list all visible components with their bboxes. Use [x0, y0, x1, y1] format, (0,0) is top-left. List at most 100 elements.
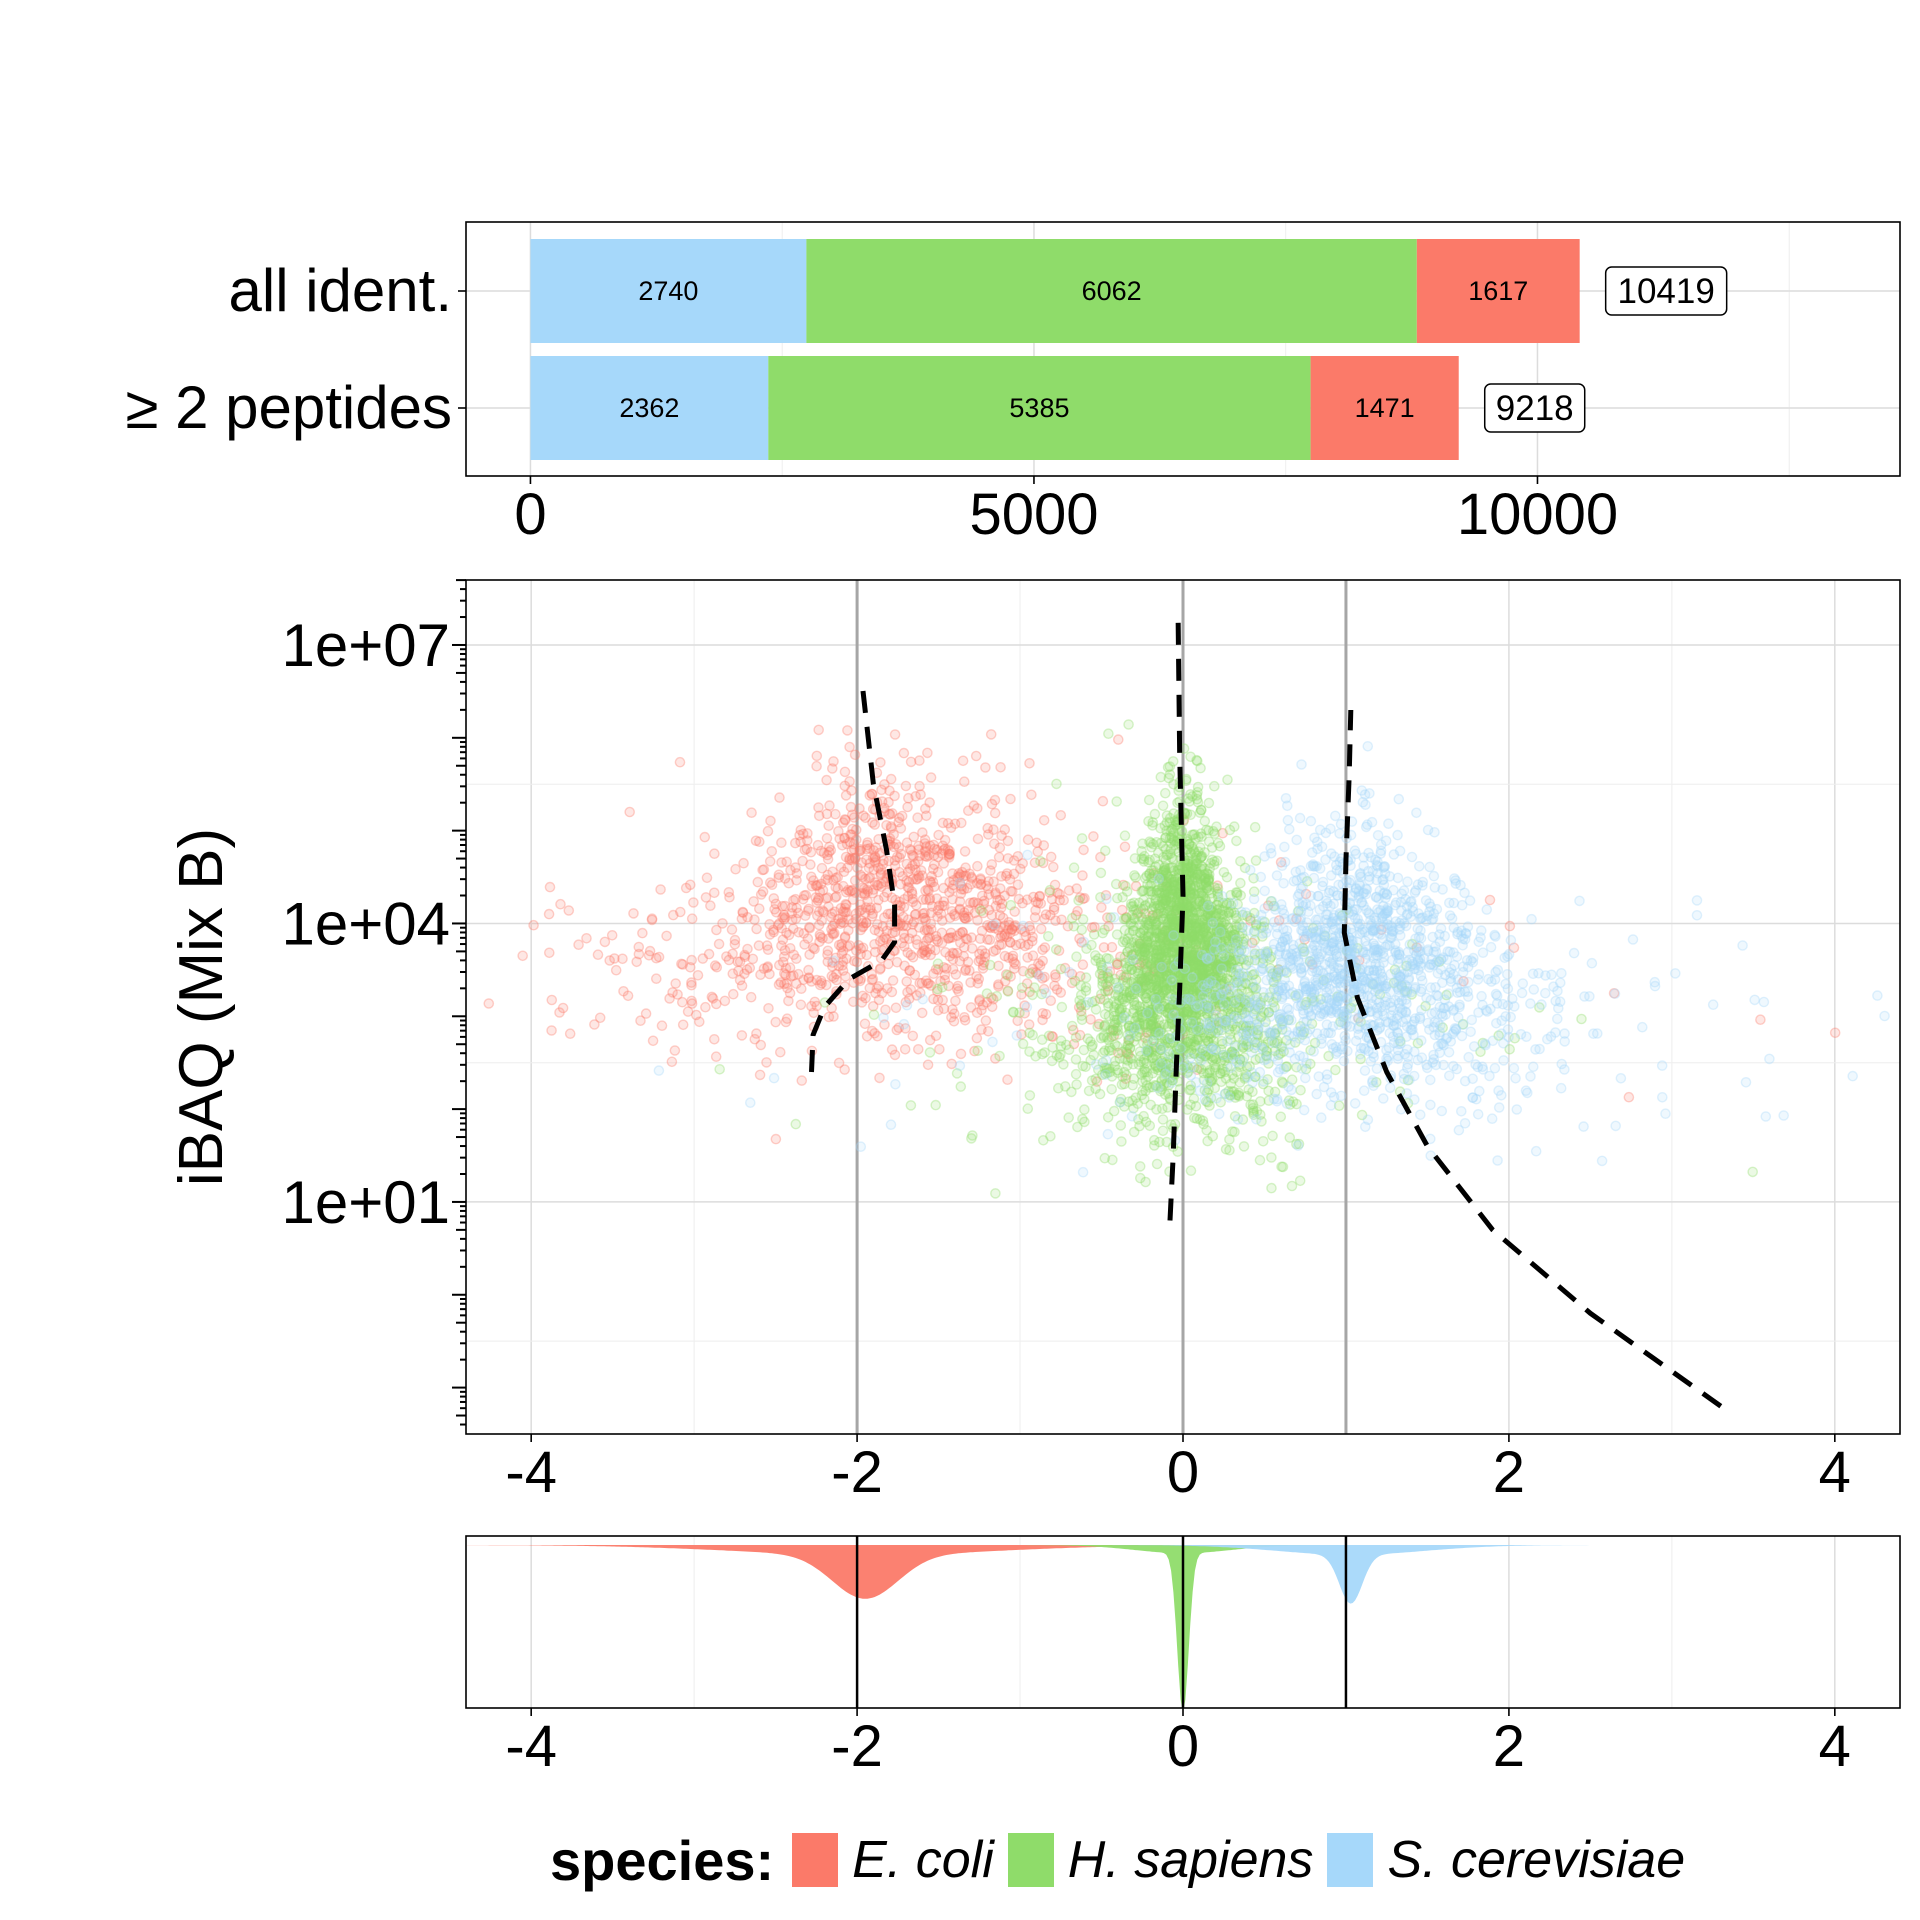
scatter-point-h-sapiens	[1050, 944, 1062, 955]
scatter-point-e-coli	[1046, 894, 1058, 905]
scatter-point-e-coli	[737, 906, 749, 918]
scatter-point-h-sapiens	[994, 1050, 1005, 1062]
scatter-point-e-coli	[904, 965, 916, 976]
scatter-point-e-coli	[914, 780, 925, 792]
scatter-point-s-cerevisiae	[1359, 1065, 1371, 1076]
scatter-point-e-coli	[1037, 944, 1048, 956]
scatter-point-e-coli	[806, 880, 818, 892]
scatter-point-h-sapiens	[1194, 807, 1206, 819]
scatter-point-e-coli	[893, 816, 905, 828]
scatter-point-e-coli	[891, 956, 903, 968]
scatter-point-e-coli	[779, 873, 791, 884]
scatter-point-e-coli	[1130, 880, 1142, 892]
scatter-point-s-cerevisiae	[885, 1119, 897, 1130]
bar-segment-e-coli	[1310, 356, 1459, 460]
scatter-point-e-coli	[795, 999, 807, 1011]
scatter-point-h-sapiens	[1222, 774, 1233, 786]
scatter-point-e-coli	[709, 960, 721, 971]
bar-x-tick-label: 10000	[1457, 482, 1618, 547]
scatter-point-e-coli	[674, 756, 686, 768]
scatter-point-e-coli	[1008, 921, 1020, 932]
scatter-point-s-cerevisiae	[1156, 961, 1167, 973]
scatter-point-e-coli	[669, 1045, 681, 1056]
scatter-point-e-coli	[855, 924, 867, 936]
scatter-point-e-coli	[822, 945, 834, 957]
scatter-point-e-coli	[838, 817, 849, 828]
scatter-point-e-coli	[966, 871, 977, 883]
scatter-point-e-coli	[778, 951, 790, 962]
scatter-point-h-sapiens	[967, 1130, 978, 1141]
scatter-point-e-coli	[974, 995, 985, 1007]
scatter-point-h-sapiens	[1185, 892, 1196, 904]
scatter-point-e-coli	[835, 862, 847, 873]
scatter-point-e-coli	[939, 834, 951, 846]
scatter-point-e-coli	[959, 907, 970, 918]
scatter-point-h-sapiens	[1076, 1014, 1088, 1026]
scatter-point-e-coli	[971, 878, 983, 889]
scatter-point-e-coli	[910, 934, 922, 946]
scatter-point-e-coli	[790, 893, 801, 905]
scatter-point-e-coli	[1007, 953, 1019, 965]
scatter-point-e-coli	[866, 911, 878, 922]
scatter-point-e-coli	[848, 955, 860, 967]
scatter-point-e-coli	[908, 831, 920, 843]
scatter-point-s-cerevisiae	[1375, 845, 1387, 857]
scatter-point-e-coli	[1029, 857, 1041, 869]
scatter-point-s-cerevisiae	[1764, 1053, 1775, 1065]
scatter-point-s-cerevisiae	[1472, 974, 1484, 985]
scatter-point-e-coli	[881, 925, 893, 937]
scatter-point-e-coli	[635, 1015, 646, 1027]
scatter-point-e-coli	[770, 1133, 782, 1145]
scatter-point-e-coli	[799, 890, 810, 901]
scatter-point-s-cerevisiae	[954, 877, 966, 889]
scatter-point-e-coli	[897, 871, 909, 882]
scatter-point-e-coli	[921, 851, 933, 863]
scatter-point-e-coli	[844, 741, 855, 753]
scatter-point-e-coli	[1115, 951, 1126, 963]
scatter-point-h-sapiens	[1120, 880, 1131, 892]
scatter-point-h-sapiens	[932, 958, 944, 970]
bar-segment-h-sapiens	[768, 356, 1311, 460]
scatter-point-h-sapiens	[1284, 1132, 1296, 1143]
scatter-point-h-sapiens	[924, 1047, 936, 1058]
scatter-point-e-coli	[824, 841, 835, 853]
scatter-point-e-coli	[564, 1028, 576, 1039]
scatter-point-e-coli	[1829, 1027, 1841, 1039]
scatter-point-e-coli	[996, 898, 1008, 910]
scatter-point-e-coli	[1008, 868, 1020, 880]
scatter-point-s-cerevisiae	[1209, 980, 1221, 991]
scatter-point-e-coli	[762, 825, 774, 837]
scatter-point-e-coli	[726, 924, 738, 935]
scatter-point-s-cerevisiae	[1574, 895, 1585, 907]
scatter-point-e-coli	[1015, 863, 1026, 875]
scatter-point-e-coli	[1006, 924, 1018, 935]
scatter-point-e-coli	[770, 898, 782, 910]
scatter-point-e-coli	[1037, 857, 1049, 869]
scatter-point-h-sapiens	[1002, 970, 1014, 981]
scatter-point-e-coli	[894, 896, 905, 908]
scatter-point-e-coli	[912, 812, 923, 824]
scatter-point-e-coli	[1115, 969, 1126, 981]
scatter-point-h-sapiens	[1112, 1067, 1124, 1079]
scatter-point-e-coli	[1049, 980, 1060, 992]
scatter-point-e-coli	[889, 855, 901, 866]
scatter-point-e-coli	[741, 964, 753, 976]
scatter-point-h-sapiens	[1024, 968, 1036, 979]
scatter-point-e-coli	[855, 845, 867, 856]
scatter-point-s-cerevisiae	[745, 1097, 756, 1108]
scatter-point-e-coli	[1055, 810, 1067, 821]
scatter-point-h-sapiens	[1149, 1134, 1160, 1146]
scatter-point-e-coli	[828, 875, 839, 886]
scatter-point-s-cerevisiae	[1241, 938, 1253, 950]
scatter-point-e-coli	[686, 954, 698, 966]
scatter-point-e-coli	[919, 834, 931, 846]
scatter-point-e-coli	[713, 938, 725, 950]
scatter-point-e-coli	[754, 903, 765, 915]
scatter-point-e-coli	[766, 846, 778, 857]
scatter-point-h-sapiens	[1182, 1104, 1193, 1115]
scatter-point-e-coli	[955, 869, 966, 881]
scatter-point-s-cerevisiae	[1207, 917, 1219, 929]
scatter-point-e-coli	[917, 870, 928, 881]
scatter-point-e-coli	[1210, 1005, 1222, 1016]
scatter-point-e-coli	[973, 973, 985, 985]
